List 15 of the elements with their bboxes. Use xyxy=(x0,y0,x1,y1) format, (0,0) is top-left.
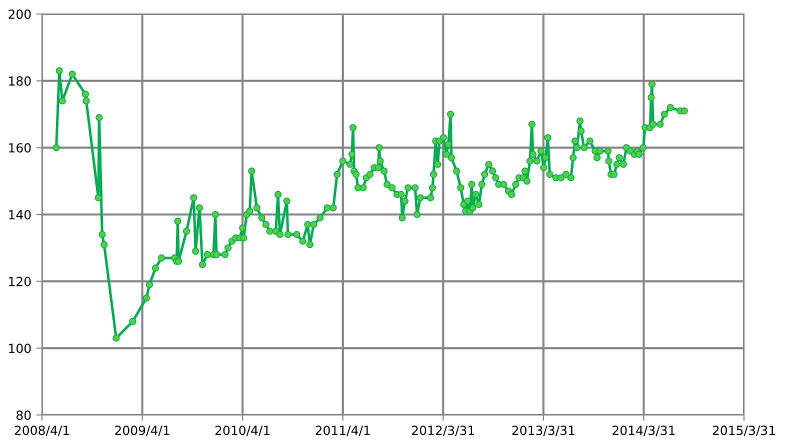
y-tick-label: 160 xyxy=(9,143,31,153)
x-tick-label: 2011/4/1 xyxy=(316,426,370,436)
y-tick-label: 200 xyxy=(8,9,31,19)
x-tick-label: 2015/3/31 xyxy=(712,426,775,436)
y-tick-label: 120 xyxy=(9,276,31,286)
x-tick-label: 2010/4/1 xyxy=(215,426,270,436)
y-tick-label: 140 xyxy=(9,210,31,220)
x-tick-label: 2009/4/1 xyxy=(115,426,170,436)
x-tick-label: 2014/3/31 xyxy=(612,426,675,436)
x-tick-label: 2012/3/31 xyxy=(412,426,474,436)
y-tick-label: 180 xyxy=(9,76,31,86)
y-tick-label: 100 xyxy=(9,344,31,354)
y-tick-label: 80 xyxy=(16,410,31,420)
x-tick-label: 2008/4/1 xyxy=(14,426,69,436)
x-tick-label: 2013/3/31 xyxy=(512,426,574,436)
